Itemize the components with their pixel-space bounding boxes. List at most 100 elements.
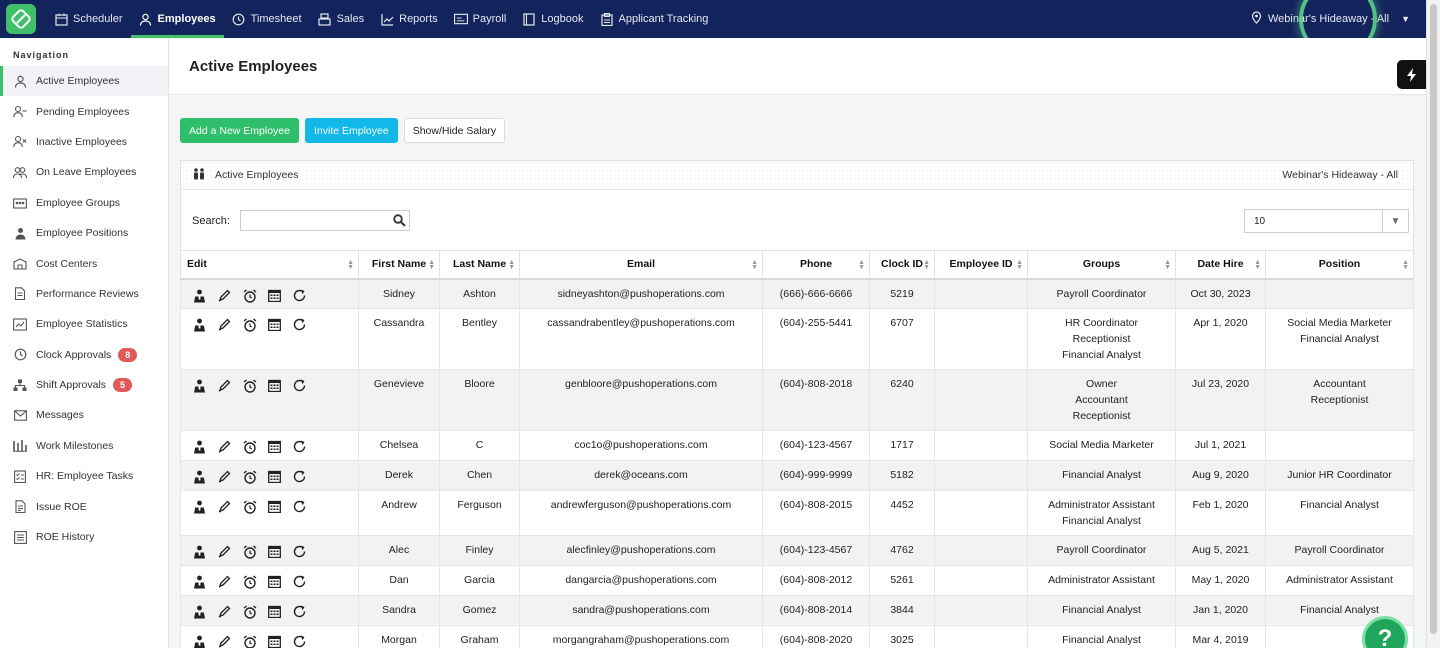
sort-arrows-icon[interactable]: ▲ ▼ bbox=[923, 259, 930, 271]
sort-arrows-icon[interactable]: ▲ ▼ bbox=[1402, 259, 1409, 271]
column-header-date-hire[interactable]: Date Hire ▲ ▼ bbox=[1175, 250, 1266, 280]
alarm-clock-icon[interactable] bbox=[243, 635, 257, 648]
topnav-reports[interactable]: Reports bbox=[372, 0, 446, 38]
column-header-employee-id[interactable]: Employee ID ▲ ▼ bbox=[934, 250, 1028, 280]
pencil-icon[interactable] bbox=[218, 635, 232, 648]
page-scrollbar[interactable] bbox=[1426, 0, 1440, 648]
add-employee-button[interactable]: Add a New Employee bbox=[180, 118, 299, 143]
calendar-grid-icon[interactable] bbox=[268, 379, 282, 393]
topnav-payroll[interactable]: Payroll bbox=[446, 0, 515, 38]
sort-arrows-icon[interactable]: ▲ ▼ bbox=[428, 259, 435, 271]
topnav-applicant-tracking[interactable]: Applicant Tracking bbox=[592, 0, 717, 38]
redo-icon[interactable] bbox=[293, 289, 307, 303]
edit-profile-icon[interactable] bbox=[193, 605, 207, 619]
sidebar-item-issue-roe[interactable]: Issue ROE bbox=[0, 491, 168, 521]
calendar-grid-icon[interactable] bbox=[268, 318, 282, 332]
sidebar-item-messages[interactable]: Messages bbox=[0, 400, 168, 430]
invite-employee-button[interactable]: Invite Employee bbox=[304, 118, 398, 143]
alarm-clock-icon[interactable] bbox=[243, 500, 257, 514]
edit-profile-icon[interactable] bbox=[193, 500, 207, 514]
sidebar-item-active-employees[interactable]: Active Employees bbox=[0, 66, 168, 97]
redo-icon[interactable] bbox=[293, 379, 307, 393]
sidebar-item-work-milestones[interactable]: Work Milestones bbox=[0, 431, 168, 461]
sidebar-item-roe-history[interactable]: ROE History bbox=[0, 522, 168, 552]
edit-profile-icon[interactable] bbox=[193, 545, 207, 559]
edit-profile-icon[interactable] bbox=[193, 440, 207, 454]
show-hide-salary-button[interactable]: Show/Hide Salary bbox=[403, 118, 506, 143]
help-button[interactable]: ? bbox=[1362, 616, 1408, 648]
edit-profile-icon[interactable] bbox=[193, 289, 207, 303]
column-header-first-name[interactable]: First Name ▲ ▼ bbox=[358, 250, 440, 280]
pencil-icon[interactable] bbox=[218, 545, 232, 559]
sidebar-item-on-leave-employees[interactable]: On Leave Employees bbox=[0, 157, 168, 187]
redo-icon[interactable] bbox=[293, 545, 307, 559]
sidebar-item-hr-employee-tasks[interactable]: HR: Employee Tasks bbox=[0, 461, 168, 491]
topnav-employees[interactable]: Employees bbox=[130, 0, 224, 38]
redo-icon[interactable] bbox=[293, 318, 307, 332]
alarm-clock-icon[interactable] bbox=[243, 379, 257, 393]
alarm-clock-icon[interactable] bbox=[243, 545, 257, 559]
sidebar-item-employee-positions[interactable]: Employee Positions bbox=[0, 218, 168, 248]
column-header-phone[interactable]: Phone ▲ ▼ bbox=[762, 250, 870, 280]
sort-arrows-icon[interactable]: ▲ ▼ bbox=[858, 259, 865, 271]
calendar-grid-icon[interactable] bbox=[268, 440, 282, 454]
edit-profile-icon[interactable] bbox=[193, 635, 207, 648]
sort-arrows-icon[interactable]: ▲ ▼ bbox=[751, 259, 758, 271]
edit-profile-icon[interactable] bbox=[193, 575, 207, 589]
topnav-logbook[interactable]: Logbook bbox=[514, 0, 591, 38]
app-logo[interactable] bbox=[6, 4, 36, 34]
calendar-grid-icon[interactable] bbox=[268, 575, 282, 589]
pencil-icon[interactable] bbox=[218, 605, 232, 619]
calendar-grid-icon[interactable] bbox=[268, 635, 282, 648]
alarm-clock-icon[interactable] bbox=[243, 575, 257, 589]
column-header-clock-id[interactable]: Clock ID ▲ ▼ bbox=[869, 250, 935, 280]
pencil-icon[interactable] bbox=[218, 289, 232, 303]
edit-profile-icon[interactable] bbox=[193, 470, 207, 484]
redo-icon[interactable] bbox=[293, 635, 307, 648]
sidebar-item-performance-reviews[interactable]: Performance Reviews bbox=[0, 279, 168, 309]
sort-arrows-icon[interactable]: ▲ ▼ bbox=[347, 259, 354, 271]
column-header-position[interactable]: Position ▲ ▼ bbox=[1265, 250, 1414, 280]
sidebar-item-cost-centers[interactable]: Cost Centers bbox=[0, 248, 168, 278]
search-input[interactable] bbox=[239, 210, 410, 231]
edit-profile-icon[interactable] bbox=[193, 318, 207, 332]
sort-arrows-icon[interactable]: ▲ ▼ bbox=[508, 259, 515, 271]
pencil-icon[interactable] bbox=[218, 575, 232, 589]
sidebar-item-pending-employees[interactable]: Pending Employees bbox=[0, 96, 168, 126]
redo-icon[interactable] bbox=[293, 470, 307, 484]
alarm-clock-icon[interactable] bbox=[243, 605, 257, 619]
pencil-icon[interactable] bbox=[218, 470, 232, 484]
sidebar-item-employee-statistics[interactable]: Employee Statistics bbox=[0, 309, 168, 339]
sidebar-item-clock-approvals[interactable]: Clock Approvals 8 bbox=[0, 340, 168, 370]
redo-icon[interactable] bbox=[293, 440, 307, 454]
alarm-clock-icon[interactable] bbox=[243, 318, 257, 332]
sidebar-item-employee-groups[interactable]: Employee Groups bbox=[0, 188, 168, 218]
pencil-icon[interactable] bbox=[218, 440, 232, 454]
calendar-grid-icon[interactable] bbox=[268, 470, 282, 484]
alarm-clock-icon[interactable] bbox=[243, 470, 257, 484]
alarm-clock-icon[interactable] bbox=[243, 440, 257, 454]
lightning-icon[interactable] bbox=[1397, 60, 1426, 89]
topnav-scheduler[interactable]: Scheduler bbox=[46, 0, 131, 38]
calendar-grid-icon[interactable] bbox=[268, 289, 282, 303]
column-header-email[interactable]: Email ▲ ▼ bbox=[519, 250, 763, 280]
column-header-groups[interactable]: Groups ▲ ▼ bbox=[1027, 250, 1176, 280]
pencil-icon[interactable] bbox=[218, 318, 232, 332]
sidebar-item-shift-approvals[interactable]: Shift Approvals 5 bbox=[0, 370, 168, 400]
topnav-timesheet[interactable]: Timesheet bbox=[224, 0, 310, 38]
redo-icon[interactable] bbox=[293, 500, 307, 514]
pencil-icon[interactable] bbox=[218, 500, 232, 514]
topnav-sales[interactable]: Sales bbox=[310, 0, 373, 38]
alarm-clock-icon[interactable] bbox=[243, 289, 257, 303]
redo-icon[interactable] bbox=[293, 575, 307, 589]
sort-arrows-icon[interactable]: ▲ ▼ bbox=[1016, 259, 1023, 271]
edit-profile-icon[interactable] bbox=[193, 379, 207, 393]
sort-arrows-icon[interactable]: ▲ ▼ bbox=[1254, 259, 1261, 271]
search-icon[interactable] bbox=[393, 214, 406, 230]
sidebar-item-inactive-employees[interactable]: Inactive Employees bbox=[0, 127, 168, 157]
page-size-select[interactable]: 10 ▼ bbox=[1244, 209, 1409, 233]
calendar-grid-icon[interactable] bbox=[268, 545, 282, 559]
calendar-grid-icon[interactable] bbox=[268, 500, 282, 514]
calendar-grid-icon[interactable] bbox=[268, 605, 282, 619]
column-header-edit[interactable]: Edit ▲ ▼ bbox=[180, 250, 359, 280]
